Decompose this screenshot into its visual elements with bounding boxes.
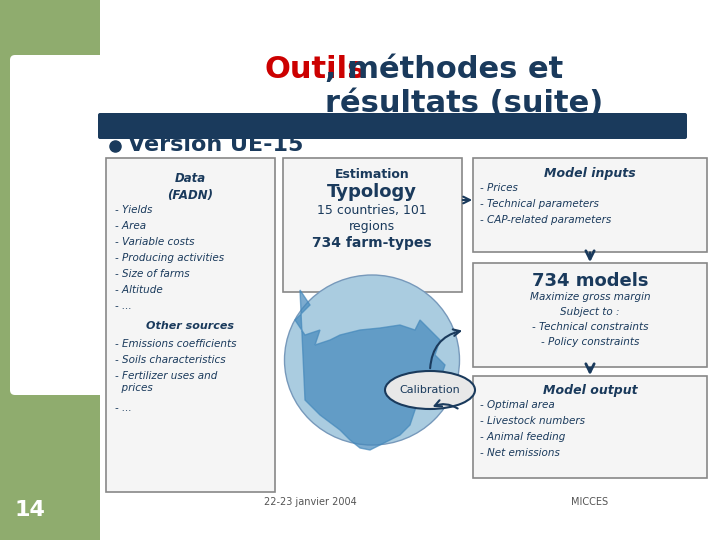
Text: Maximize gross margin: Maximize gross margin (530, 292, 650, 302)
Text: - Area: - Area (115, 221, 146, 231)
Text: - Producing activities: - Producing activities (115, 253, 224, 263)
Text: - Altitude: - Altitude (115, 285, 163, 295)
Text: 734 farm-types: 734 farm-types (312, 236, 432, 250)
Text: - Animal feeding: - Animal feeding (480, 432, 565, 442)
Text: - Soils characteristics: - Soils characteristics (115, 355, 225, 365)
Text: Model inputs: Model inputs (544, 167, 636, 180)
Text: 734 models: 734 models (532, 272, 648, 290)
FancyArrowPatch shape (435, 400, 458, 408)
Text: Model output: Model output (543, 384, 637, 397)
Text: Outils: Outils (265, 55, 366, 84)
Text: - CAP-related parameters: - CAP-related parameters (480, 215, 611, 225)
Text: 14: 14 (14, 500, 45, 520)
Text: - Variable costs: - Variable costs (115, 237, 194, 247)
Text: - ...: - ... (115, 301, 132, 311)
Text: - Fertilizer uses and
  prices: - Fertilizer uses and prices (115, 371, 217, 393)
Text: - Size of farms: - Size of farms (115, 269, 189, 279)
Text: Subject to :: Subject to : (560, 307, 620, 317)
Text: - Optimal area: - Optimal area (480, 400, 554, 410)
Text: - Livestock numbers: - Livestock numbers (480, 416, 585, 426)
Text: MICCES: MICCES (572, 497, 608, 507)
Text: - Technical constraints: - Technical constraints (532, 322, 648, 332)
FancyBboxPatch shape (100, 0, 720, 540)
Text: - Prices: - Prices (480, 183, 518, 193)
FancyBboxPatch shape (283, 158, 462, 292)
Ellipse shape (284, 275, 459, 445)
Text: Typology: Typology (327, 183, 417, 201)
Text: , méthodes et
résultats (suite): , méthodes et résultats (suite) (325, 55, 603, 118)
Text: - ...: - ... (115, 403, 132, 413)
Text: 22-23 janvier 2004: 22-23 janvier 2004 (264, 497, 356, 507)
FancyBboxPatch shape (106, 158, 275, 492)
Text: - Policy constraints: - Policy constraints (541, 337, 639, 347)
FancyBboxPatch shape (10, 55, 110, 395)
Text: Version UE-15: Version UE-15 (128, 135, 303, 155)
FancyBboxPatch shape (98, 113, 687, 139)
FancyBboxPatch shape (473, 376, 707, 478)
Ellipse shape (385, 371, 475, 409)
Text: Estimation: Estimation (335, 168, 410, 181)
FancyArrowPatch shape (430, 329, 460, 368)
Text: 15 countries, 101: 15 countries, 101 (317, 204, 427, 217)
FancyBboxPatch shape (473, 263, 707, 367)
Text: - Net emissions: - Net emissions (480, 448, 560, 458)
FancyBboxPatch shape (473, 158, 707, 252)
Text: regions: regions (349, 220, 395, 233)
Text: Data
(FADN): Data (FADN) (167, 172, 213, 202)
FancyBboxPatch shape (0, 0, 100, 540)
Text: - Technical parameters: - Technical parameters (480, 199, 599, 209)
Text: - Emissions coefficients: - Emissions coefficients (115, 339, 236, 349)
Text: - Yields: - Yields (115, 205, 153, 215)
Polygon shape (295, 290, 445, 450)
Text: Calibration: Calibration (400, 385, 460, 395)
Text: Other sources: Other sources (146, 321, 234, 331)
